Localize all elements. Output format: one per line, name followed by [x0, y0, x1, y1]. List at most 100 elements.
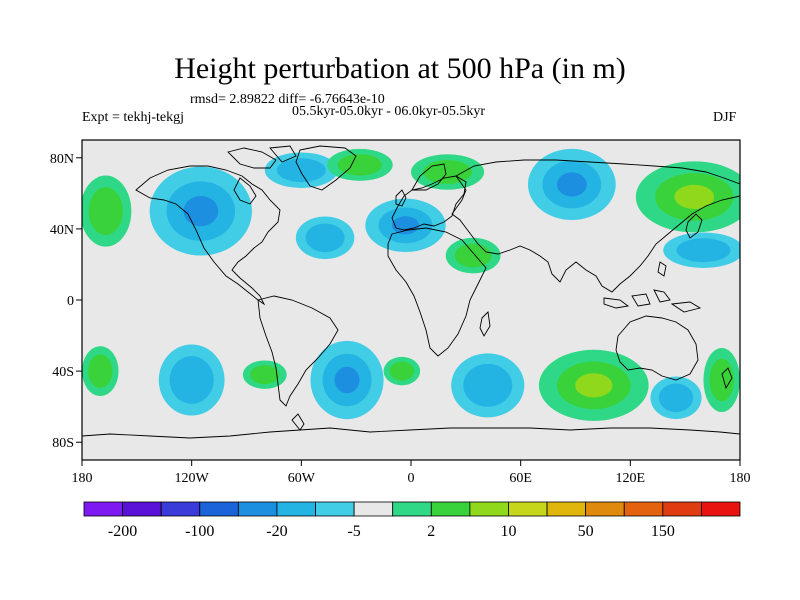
- anomaly-region: [445, 237, 501, 274]
- coastline-maritime-asia: [603, 261, 702, 313]
- colorbar-label: 2: [427, 523, 435, 540]
- coastline-antarctic-peninsula: [291, 413, 305, 431]
- lon-tick-label: 60E: [509, 471, 532, 486]
- anomaly-region: [82, 346, 119, 396]
- anomaly-contour: [676, 238, 731, 263]
- anomaly-region: [411, 154, 485, 190]
- season-label: DJF: [713, 110, 737, 125]
- colorbar-swatch: [662, 501, 702, 517]
- colorbar-swatch: [315, 501, 355, 517]
- anomaly-region: [326, 148, 393, 181]
- anomaly-contour: [389, 361, 415, 381]
- anomaly-contour: [169, 356, 214, 404]
- coastline-north-america: [135, 165, 281, 306]
- colorbar-label: -20: [266, 523, 287, 540]
- coastline-asia: [451, 159, 740, 293]
- coastline-antarctica: [82, 427, 740, 439]
- colorbar-label: 10: [500, 523, 516, 540]
- lat-tick-label: 0: [67, 294, 74, 309]
- lon-tick-label: 180: [730, 471, 751, 486]
- anomaly-region: [538, 349, 649, 421]
- colorbar-swatch: [122, 501, 162, 517]
- lon-tick-label: 60W: [288, 471, 316, 486]
- coastline-new-zealand: [721, 367, 733, 390]
- anomaly-region: [663, 232, 740, 268]
- anomaly-contour: [391, 216, 420, 235]
- experiment-label: Expt = tekhj-tekgj: [82, 110, 184, 125]
- anomaly-region: [295, 216, 355, 260]
- anomaly-region: [242, 360, 287, 389]
- anomaly-contour: [88, 354, 113, 388]
- colorbar-label: -100: [185, 523, 214, 540]
- axis-ticks: 180 120W 60W 0 60E 120E 180 80N 40N 0 40S 80S: [50, 152, 751, 486]
- anomaly-region: [650, 376, 702, 420]
- periods-line: 05.5kyr-05.0kyr - 06.0kyr-05.5kyr: [292, 104, 486, 119]
- colorbar-swatch: [469, 501, 509, 517]
- coastline-madagascar: [479, 311, 491, 337]
- coastline-africa: [387, 227, 487, 357]
- colorbar-swatch: [701, 501, 741, 517]
- anomaly-contour: [674, 184, 715, 209]
- colorbar-swatch: [430, 501, 471, 517]
- anomaly-contour: [423, 160, 473, 184]
- coastline-layer: [82, 145, 740, 439]
- lon-tick-label: 120E: [616, 471, 646, 486]
- anomaly-contour: [305, 223, 345, 253]
- colorbar-label: -200: [108, 523, 137, 540]
- colorbar: -200 -100 -20 -5 2 10 50 150: [83, 501, 741, 540]
- coastline-south-america: [257, 295, 339, 407]
- anomaly-region: [527, 148, 616, 220]
- coastline-british-isles: [395, 189, 407, 207]
- colorbar-swatch: [546, 501, 587, 517]
- colorbar-swatch: [623, 501, 664, 517]
- coastline-hudson-bay: [233, 177, 257, 205]
- anomaly-region: [635, 161, 740, 233]
- anomaly-contour: [276, 158, 326, 183]
- page-title: Height perturbation at 500 hPa (in m): [174, 52, 626, 85]
- anomaly-layer: [82, 148, 740, 421]
- anomaly-region: [149, 166, 252, 256]
- lat-tick-label: 80N: [50, 152, 74, 167]
- anomaly-contour: [658, 383, 694, 413]
- colorbar-swatch: [508, 501, 548, 517]
- anomaly-region: [451, 353, 525, 418]
- anomaly-region: [703, 348, 740, 412]
- lat-tick-label: 80S: [52, 436, 74, 451]
- colorbar-swatch: [276, 501, 316, 517]
- anomaly-region: [365, 198, 446, 252]
- anomaly-contour: [334, 366, 360, 394]
- anomaly-region: [310, 340, 384, 420]
- colorbar-swatch: [237, 501, 278, 517]
- stats-line: rmsd= 2.89822 diff= -6.76643e-10: [190, 92, 385, 107]
- coastline-greenland: [295, 145, 357, 191]
- colorbar-swatch: [83, 501, 123, 517]
- colorbar-swatch: [353, 501, 394, 517]
- anomaly-contour: [556, 172, 587, 197]
- lon-tick-label: 0: [408, 471, 415, 486]
- coastline-scandinavia: [411, 163, 447, 191]
- anomaly-contour: [183, 196, 219, 227]
- anomaly-region: [158, 344, 225, 416]
- lat-tick-label: 40S: [52, 365, 74, 380]
- coastline-arctic-islands: [227, 145, 297, 169]
- anomaly-contour: [88, 187, 123, 235]
- anomaly-region: [383, 356, 421, 386]
- lon-tick-label: 180: [72, 471, 93, 486]
- colorbar-label: 150: [651, 523, 675, 540]
- coastline-japan: [685, 213, 703, 239]
- colorbar-swatch: [585, 501, 625, 517]
- anomaly-contour: [454, 243, 492, 268]
- colorbar-label: 50: [578, 523, 594, 540]
- anomaly-region: [82, 175, 132, 247]
- coastline-australia: [615, 315, 699, 381]
- anomaly-contour: [337, 154, 382, 176]
- colorbar-swatch: [160, 501, 201, 517]
- anomaly-contour: [250, 365, 280, 385]
- anomaly-region: [264, 152, 338, 189]
- anomaly-contour: [575, 373, 613, 398]
- colorbar-swatch: [199, 501, 239, 517]
- lon-tick-label: 120W: [175, 471, 210, 486]
- anomaly-contour: [709, 358, 734, 402]
- colorbar-label: -5: [347, 523, 360, 540]
